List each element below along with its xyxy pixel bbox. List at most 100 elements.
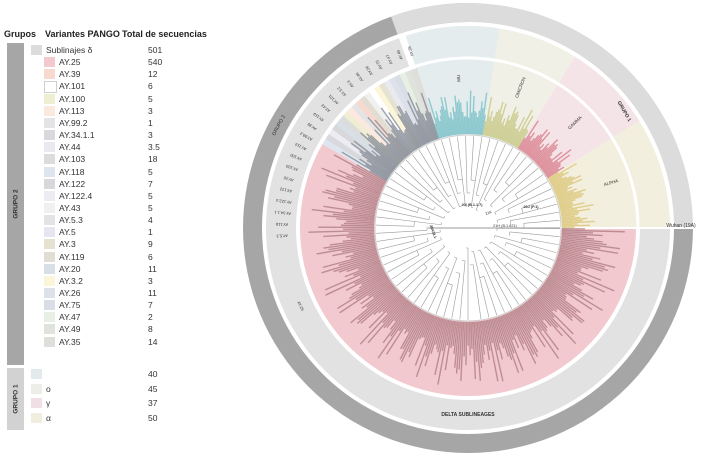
- leaf-ay25: [460, 321, 465, 381]
- legend-row: AY.103 18: [0, 153, 230, 165]
- leaf-delta-sublineage: [359, 158, 390, 179]
- leaf-mu: [480, 92, 488, 135]
- leaf-delta-sublineage: [398, 105, 423, 147]
- variant-name: ο: [46, 383, 51, 394]
- leaf-ay25: [509, 311, 537, 364]
- leaf-mu: [435, 117, 443, 138]
- leaf-ay25: [555, 261, 602, 281]
- leaf-ay25: [452, 321, 457, 347]
- leaf-alpha: [554, 186, 569, 193]
- leaf-delta-sublineage: [404, 128, 419, 149]
- node-label: 20A/B.1: [429, 224, 438, 238]
- group-bar-grupo-2: GRUPO 2: [7, 43, 24, 365]
- leaf-ay25: [352, 182, 381, 195]
- sequence-count: 2: [148, 312, 153, 323]
- leaf-delta-sublineage: [361, 154, 391, 176]
- delta-sublineage-label: AY.118: [275, 222, 288, 227]
- tree-branch: [501, 198, 505, 203]
- color-swatch: [44, 336, 55, 347]
- leaf-gamma: [527, 138, 543, 157]
- leaf-gamma: [543, 154, 571, 174]
- leaf-alpha: [561, 215, 575, 219]
- leaf-ay25: [558, 253, 605, 268]
- leaf-ay25: [338, 169, 383, 191]
- leaf-mu: [454, 111, 459, 135]
- tree-branch: [483, 198, 487, 201]
- leaf-ay25: [352, 247, 377, 255]
- legend-row: ο 45: [0, 383, 230, 395]
- leaf-ay25: [550, 272, 583, 292]
- leaf-delta-sublineage: [397, 113, 420, 149]
- leaf-ay25: [494, 317, 505, 349]
- tree-branch: [391, 251, 433, 280]
- leaf-ay25: [354, 268, 384, 285]
- delta-sublineage-label: AY.34.1.1: [273, 210, 291, 217]
- tree-branch: [476, 209, 478, 211]
- leaf-ay25: [325, 267, 384, 296]
- leaf-mu: [449, 117, 454, 136]
- tree-branch: [430, 248, 433, 253]
- variant-name: AY.34.1.1: [59, 130, 95, 141]
- tree-inner-branches: [374, 134, 562, 322]
- leaf-omicron: [516, 130, 529, 149]
- delta-sublineage-label: AY.122.4: [275, 198, 292, 205]
- leaf-ay25: [435, 318, 446, 350]
- tree-branch: [515, 174, 544, 195]
- tree-branch: [420, 277, 439, 308]
- leaf-ay25: [333, 256, 379, 273]
- leaf-ay25: [435, 318, 444, 345]
- leaf-ay25: [533, 294, 574, 335]
- tree-branch: [386, 185, 434, 211]
- tree-branch: [405, 159, 434, 191]
- leaf-omicron: [490, 111, 498, 137]
- sequence-count: 37: [148, 398, 158, 408]
- leaf-mu: [439, 109, 448, 137]
- tree-branch: [489, 241, 492, 245]
- color-swatch: [44, 300, 55, 311]
- leaf-alpha: [561, 217, 588, 222]
- color-swatch: [31, 383, 42, 394]
- leaf-ay25: [548, 275, 585, 298]
- leaf-ay25: [463, 321, 466, 357]
- variant-name: AY.49: [59, 324, 81, 335]
- tree-branch: [521, 196, 555, 209]
- leaf-delta-sublineage: [374, 146, 398, 168]
- sequence-count: 9: [148, 239, 153, 250]
- sequence-count: 5: [148, 190, 153, 201]
- leaf-gamma: [520, 135, 531, 151]
- leaf-ay25: [558, 251, 616, 269]
- leaf-ay25: [424, 317, 441, 367]
- leaf-delta-sublineage: [371, 150, 396, 170]
- leaf-delta-sublineage: [350, 142, 393, 174]
- leaf-ay25: [561, 229, 625, 233]
- leaf-ay25: [356, 288, 398, 324]
- tree-branch: [451, 273, 461, 319]
- leaf-alpha: [560, 204, 594, 212]
- leaf-mu: [439, 115, 447, 137]
- clade-label: ALPHA: [603, 178, 619, 187]
- leaf-ay25: [352, 169, 385, 187]
- leaf-ay25: [560, 244, 588, 251]
- tree-branch: [470, 136, 475, 181]
- leaf-omicron: [503, 113, 516, 142]
- leaf-delta-sublineage: [374, 119, 408, 158]
- tree-branch: [394, 171, 449, 214]
- leaf-ay25: [485, 320, 499, 382]
- leaf-delta-sublineage: [398, 129, 415, 152]
- legend-row: 40: [0, 368, 230, 380]
- leaf-ay25: [321, 254, 379, 274]
- sequence-count: 5: [148, 93, 153, 104]
- leaf-omicron: [492, 101, 504, 138]
- leaf-ay25: [373, 291, 400, 316]
- leaf-delta-sublineage: [359, 150, 392, 175]
- leaf-delta-sublineage: [374, 129, 404, 161]
- tree-branch: [493, 189, 498, 193]
- leaf-delta-sublineage: [390, 124, 413, 153]
- leaf-ay25: [502, 314, 514, 341]
- tree-branch: [379, 200, 418, 213]
- delta-sublineage-label: AY.103: [285, 163, 299, 172]
- leaf-delta-sublineage: [424, 113, 436, 141]
- leaf-mu: [476, 110, 481, 135]
- leaf-ay25: [321, 167, 382, 194]
- sequence-count: 45: [148, 383, 158, 394]
